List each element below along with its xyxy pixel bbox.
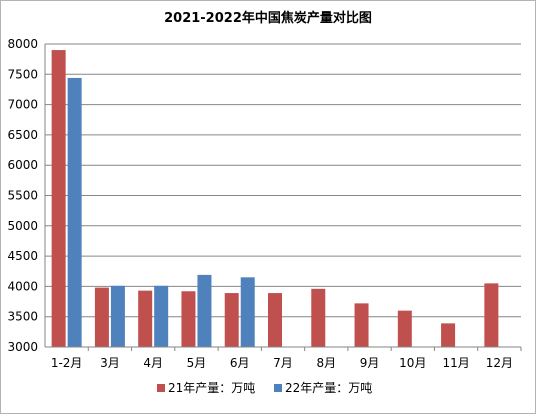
y-tick-label: 6000 xyxy=(7,158,38,172)
legend: 21年产量：万吨 22年产量：万吨 xyxy=(157,381,372,395)
legend-label: 21年产量：万吨 xyxy=(168,381,255,395)
y-tick-label: 7500 xyxy=(7,67,38,81)
x-axis: 1-2月 3月 4月 5月 6月 7月 8月 9月 10月 11月 12月 xyxy=(44,44,522,370)
legend-label: 22年产量：万吨 xyxy=(285,381,372,395)
bar-series2 xyxy=(154,285,169,347)
bar-series1 xyxy=(138,290,153,347)
y-tick-label: 5500 xyxy=(7,189,38,203)
x-tick-label: 12月 xyxy=(486,356,513,370)
legend-swatch xyxy=(157,384,165,392)
bar-series1 xyxy=(181,291,196,347)
bar-series1 xyxy=(354,303,369,347)
x-tick-label: 5月 xyxy=(187,356,207,370)
x-tick-label: 9月 xyxy=(360,356,380,370)
y-tick-label: 5000 xyxy=(7,219,38,233)
x-tick-label: 4月 xyxy=(143,356,163,370)
y-tick-label: 4000 xyxy=(7,279,38,293)
x-tick-label: 3月 xyxy=(100,356,120,370)
bar-series1 xyxy=(268,293,282,347)
bar-series1 xyxy=(484,283,499,347)
y-tick-label: 6500 xyxy=(7,128,38,142)
x-tick-label: 6月 xyxy=(230,356,250,370)
y-tick-label: 3500 xyxy=(7,310,38,324)
x-tick-label: 7月 xyxy=(273,356,293,370)
bar-series1 xyxy=(224,293,239,347)
y-axis-labels: 3000 3500 4000 4500 5000 5500 6000 6500 7000 7500… xyxy=(7,37,38,354)
bar-series2 xyxy=(197,274,212,347)
y-tick-label: 3000 xyxy=(7,340,38,354)
bar-series2 xyxy=(240,277,255,347)
chart-title: 2021-2022年中国焦炭产量对比图 xyxy=(164,10,372,26)
x-tick-label: 11月 xyxy=(442,356,469,370)
bar-series1 xyxy=(397,310,412,347)
bar-series2 xyxy=(67,77,82,347)
x-tick-label: 1-2月 xyxy=(51,356,83,370)
y-tick-label: 4500 xyxy=(7,249,38,263)
bars xyxy=(51,50,499,348)
x-tick-label: 8月 xyxy=(316,356,336,370)
y-tick-label: 7000 xyxy=(7,98,38,112)
bar-series1 xyxy=(51,50,66,348)
bar-series1 xyxy=(441,323,456,347)
y-tick-label: 8000 xyxy=(7,37,38,51)
bar-series1 xyxy=(94,287,109,347)
legend-swatch xyxy=(274,384,282,392)
bar-series2 xyxy=(110,285,125,347)
x-tick-label: 10月 xyxy=(399,356,426,370)
bar-series1 xyxy=(311,288,326,347)
